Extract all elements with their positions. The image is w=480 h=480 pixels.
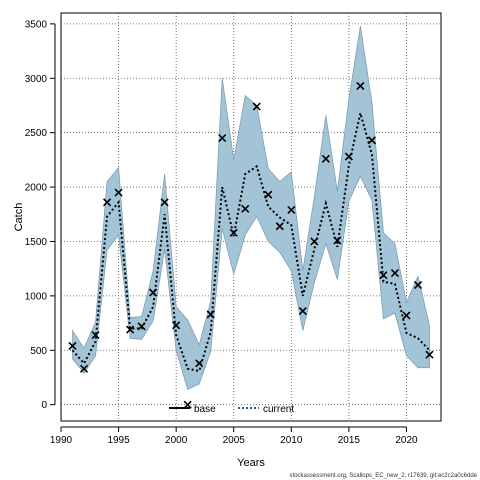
observation-marker xyxy=(68,341,77,350)
x-tick-label: 2020 xyxy=(395,435,418,446)
observation-marker xyxy=(333,236,342,245)
series-current-line xyxy=(71,112,431,373)
y-tick-label: 2500 xyxy=(25,128,48,139)
observation-marker xyxy=(310,237,319,246)
y-tick-label: 3000 xyxy=(25,74,48,85)
observation-marker xyxy=(91,330,100,340)
observation-marker xyxy=(298,307,307,316)
y-tick-label: 500 xyxy=(30,346,47,357)
y-axis: 0 500 1000 1500 2000 2500 3000 3500 xyxy=(25,19,56,411)
legend-base-label: base xyxy=(194,404,216,415)
y-tick-label: 1500 xyxy=(25,237,48,248)
observation-marker xyxy=(275,222,284,231)
observation-marker xyxy=(287,205,296,214)
observation-marker xyxy=(252,102,261,111)
observation-marker xyxy=(114,188,123,197)
legend-current-label: current xyxy=(263,404,294,415)
observation-marker xyxy=(379,271,388,280)
observation-markers xyxy=(68,81,434,409)
x-axis: 1990 1995 2000 2005 2010 2015 2020 xyxy=(50,426,418,446)
x-tick-label: 2005 xyxy=(223,435,246,446)
observation-marker xyxy=(367,136,376,145)
observation-marker xyxy=(264,190,273,199)
y-tick-label: 0 xyxy=(41,400,47,411)
observation-marker xyxy=(172,321,181,330)
observation-marker xyxy=(102,198,112,207)
x-tick-label: 1990 xyxy=(50,435,73,446)
observation-marker xyxy=(126,325,135,334)
observation-marker xyxy=(79,364,89,373)
y-tick-label: 2000 xyxy=(25,183,48,194)
observation-marker xyxy=(390,268,400,278)
x-tick-label: 2000 xyxy=(165,435,188,446)
observation-marker xyxy=(241,204,250,213)
observation-marker xyxy=(425,350,434,359)
observation-marker xyxy=(321,154,330,163)
observation-marker xyxy=(206,310,215,319)
observation-marker xyxy=(160,198,169,207)
observation-marker xyxy=(137,322,146,331)
observation-marker xyxy=(413,280,423,290)
x-tick-label: 2010 xyxy=(280,435,303,446)
footer-credit: stockassessment.org, Scallops_EC_new_2, … xyxy=(290,473,478,479)
observation-marker xyxy=(344,152,353,161)
y-tick-label: 3500 xyxy=(25,19,48,30)
x-axis-label: Years xyxy=(237,457,265,469)
observation-marker xyxy=(356,81,365,90)
plot-frame xyxy=(60,12,442,422)
observation-marker xyxy=(218,134,227,143)
confidence-band xyxy=(72,25,430,391)
y-axis-label: Catch xyxy=(13,203,25,232)
legend: base current xyxy=(169,404,294,415)
observation-marker xyxy=(402,311,411,320)
observation-marker xyxy=(229,228,238,237)
x-tick-label: 2015 xyxy=(338,435,361,446)
y-tick-label: 1000 xyxy=(25,291,48,302)
x-tick-label: 1995 xyxy=(107,435,130,446)
observation-marker xyxy=(149,288,158,297)
observation-marker xyxy=(195,359,204,368)
